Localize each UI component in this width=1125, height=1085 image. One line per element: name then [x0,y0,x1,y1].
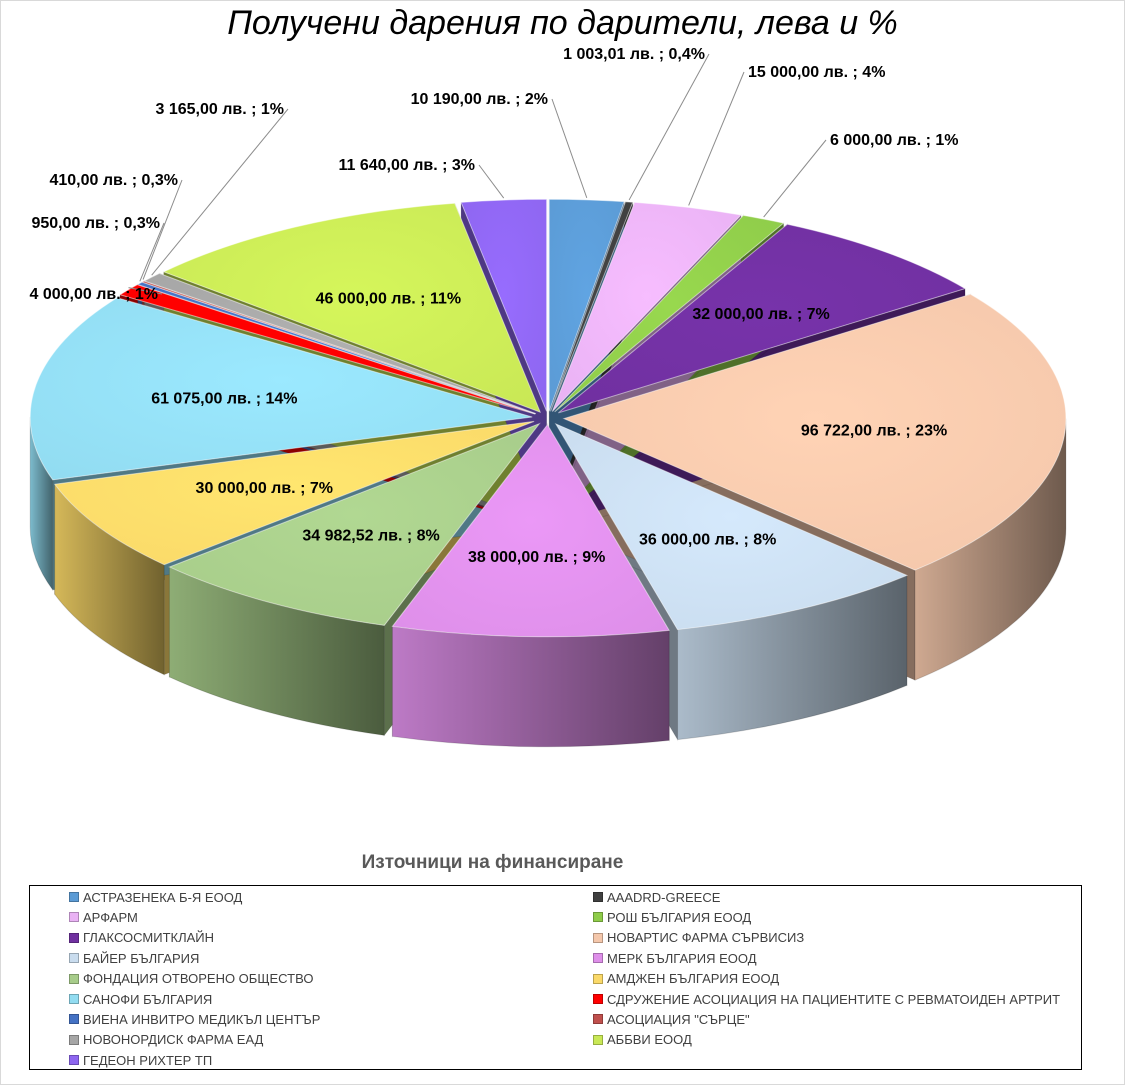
data-label-10: 61 075,00 лв. ; 14% [151,391,297,408]
legend-swatch-0 [69,892,79,902]
legend-swatch-5 [593,932,603,943]
data-label-11: 4 000,00 лв. ; 1% [29,286,158,303]
legend-item-1: AAADRD-GREECE [593,887,720,907]
legend-item-0: АСТРАЗЕНЕКА Б-Я ЕООД [69,887,242,907]
legend-item-12: ВИЕНА ИНВИТРО МЕДИКЪЛ ЦЕНТЪР [69,1009,320,1029]
legend-label-3: РОШ БЪЛГАРИЯ ЕООД [607,909,752,925]
legend-label-1: AAADRD-GREECE [607,889,721,905]
legend-label-0: АСТРАЗЕНЕКА Б-Я ЕООД [83,889,243,905]
slice-side-7 [391,625,670,748]
pie-slice-4 [558,223,967,414]
legend-label-4: ГЛАКСОСМИТКЛАЙН [83,930,215,946]
legend-item-6: БАЙЕР БЪЛГАРИЯ [69,948,199,968]
pie-slice-3 [554,214,785,413]
legend-item-7: МЕРК БЪЛГАРИЯ ЕООД [593,948,757,968]
legend-item-3: РОШ БЪЛГАРИЯ ЕООД [593,907,751,927]
legend-label-10: САНОФИ БЪЛГАРИЯ [83,991,213,1007]
pie-slice-6 [554,422,909,631]
leader-line-14 [151,108,289,276]
data-label-9: 30 000,00 лв. ; 7% [196,480,333,497]
legend-item-10: САНОФИ БЪЛГАРИЯ [69,989,212,1009]
legend-item-2: АРФАРМ [69,907,138,927]
legend-label-16: ГЕДЕОН РИХТЕР ТП [83,1052,213,1068]
data-label-7: 38 000,00 лв. ; 9% [468,549,605,566]
legend-swatch-15 [593,1034,603,1045]
data-label-3: 6 000,00 лв. ; 1% [830,132,959,149]
legend-label-15: АББВИ ЕООД [607,1032,692,1048]
legend-label-13: АСОЦИАЦИЯ "СЪРЦЕ" [607,1011,750,1027]
pie-slice-10 [29,297,533,481]
data-label-14: 3 165,00 лв. ; 1% [155,101,284,118]
legend-item-15: АББВИ ЕООД [593,1030,692,1050]
legend-swatch-11 [593,994,603,1004]
legend-title: Източници на финансиране [361,852,624,873]
data-label-13: 410,00 лв. ; 0,3% [49,172,178,189]
legend-swatch-1 [593,892,603,902]
legend-swatch-2 [69,912,79,923]
data-label-1: 1 003,01 лв. ; 0,4% [563,46,705,63]
leader-line-12 [139,222,165,282]
legend-label-5: НОВАРТИС ФАРМА СЪРВИСИЗ [607,930,805,946]
data-label-4: 32 000,00 лв. ; 7% [692,306,829,323]
legend-swatch-16 [69,1055,79,1066]
data-label-8: 34 982,52 лв. ; 8% [302,527,439,544]
legend-item-16: ГЕДЕОН РИХТЕР ТП [69,1050,212,1070]
legend-item-14: НОВОНОРДИСК ФАРМА ЕАД [69,1030,263,1050]
leader-line-2 [688,71,745,206]
legend-swatch-8 [69,973,79,984]
legend-item-4: ГЛАКСОСМИТКЛАЙН [69,928,214,948]
leader-line-11 [128,287,163,295]
leader-line-0 [551,98,588,199]
pie-slice-9 [53,420,535,566]
pie-slice-14 [143,272,536,415]
legend-label-7: МЕРК БЪЛГАРИЯ ЕООД [607,950,757,966]
legend: АСТРАЗЕНЕКА Б-Я ЕООД AAADRD-GREECE АРФАРМ Р… [29,885,1082,1070]
data-label-12: 950,00 лв. ; 0,3% [31,215,160,232]
leader-line-13 [142,179,183,280]
data-label-2: 15 000,00 лв. ; 4% [748,64,885,81]
data-label-15: 46 000,00 лв. ; 11% [316,290,461,307]
legend-swatch-7 [593,953,603,964]
data-label-6: 36 000,00 лв. ; 8% [639,532,776,549]
legend-swatch-4 [69,932,79,943]
leader-line-1 [628,53,710,201]
legend-swatch-9 [593,973,603,984]
data-label-16: 11 640,00 лв. ; 3% [338,157,475,174]
legend-item-11: СДРУЖЕНИЕ АСОЦИАЦИЯ НА ПАЦИЕНТИТЕ С РЕВМ… [593,989,1060,1009]
leader-line-16 [478,164,505,199]
legend-swatch-6 [69,953,79,964]
pie-slice-16 [460,198,548,412]
legend-label-14: НОВОНОРДИСК ФАРМА ЕАД [83,1032,264,1048]
leader-line-3 [763,139,827,218]
pie-slice-2 [551,201,743,412]
chart-title: Получени дарения по дарители, лева и % [227,4,898,42]
legend-item-9: АМДЖЕН БЪЛГАРИЯ ЕООД [593,969,779,989]
data-label-0: 10 190,00 лв. ; 2% [411,91,548,108]
pie-slice-5 [562,293,1067,571]
legend-item-8: ФОНДАЦИЯ ОТВОРЕНО ОБЩЕСТВО [69,969,313,989]
pie-slice-15 [162,202,542,413]
legend-swatch-10 [69,994,79,1004]
pie-slice-1 [550,201,634,412]
legend-label-6: БАЙЕР БЪЛГАРИЯ [83,950,200,966]
legend-item-13: АСОЦИАЦИЯ "СЪРЦЕ" [593,1009,750,1029]
legend-swatch-14 [69,1034,79,1045]
pie-slice-8 [168,422,541,626]
legend-label-2: АРФАРМ [83,909,138,925]
legend-swatch-13 [593,1014,603,1025]
legend-label-11: СДРУЖЕНИЕ АСОЦИАЦИЯ НА ПАЦИЕНТИТЕ С РЕВМ… [607,991,1061,1007]
pie-chart: 10 190,00 лв. ; 2% 1 003,01 лв. ; 0,4% 15 … [29,46,1067,748]
data-label-5: 96 722,00 лв. ; 23% [801,423,947,440]
legend-label-12: ВИЕНА ИНВИТРО МЕДИКЪЛ ЦЕНТЪР [83,1011,321,1027]
legend-item-5: НОВАРТИС ФАРМА СЪРВИСИЗ [593,928,804,948]
legend-label-9: АМДЖЕН БЪЛГАРИЯ ЕООД [607,971,780,987]
pie-slice-0 [548,198,625,412]
legend-label-8: ФОНДАЦИЯ ОТВОРЕНО ОБЩЕСТВО [83,971,314,987]
legend-swatch-3 [593,912,603,923]
pie-slice-7 [391,423,671,638]
legend-swatch-12 [69,1014,79,1025]
